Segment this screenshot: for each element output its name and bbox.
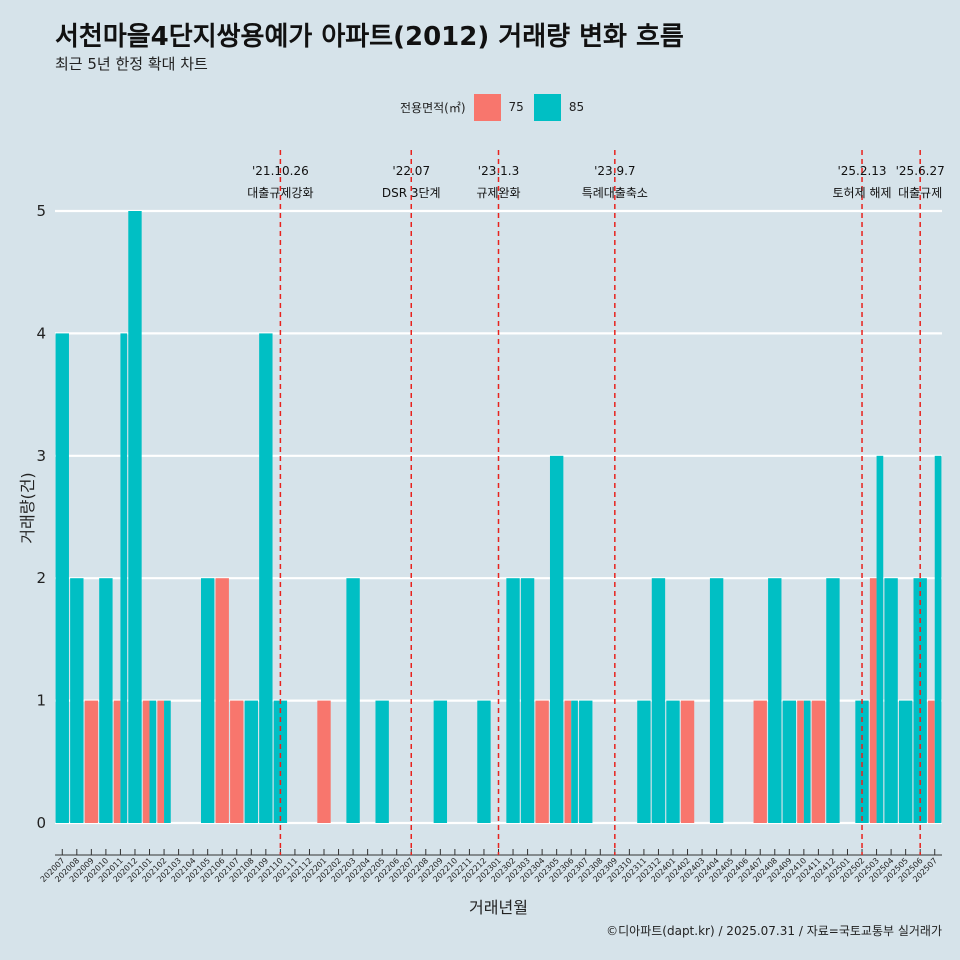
bar-85 (55, 333, 69, 823)
bar-75 (215, 578, 229, 823)
bar-85 (934, 455, 942, 823)
bar-85 (855, 700, 869, 823)
bar-85 (782, 700, 797, 823)
bar-85 (259, 333, 273, 823)
bar-75 (928, 700, 935, 823)
event-label: DSR 3단계 (382, 186, 441, 200)
legend-swatch-85 (533, 93, 561, 121)
bar-75 (317, 700, 331, 823)
bar-85 (477, 700, 491, 823)
bar-85 (876, 455, 884, 823)
bar-85 (803, 700, 811, 823)
source-caption: ©디아파트(dapt.kr) / 2025.07.31 / 자료=국토교통부 실… (606, 924, 942, 938)
bar-85 (826, 578, 840, 823)
bar-75 (84, 700, 99, 823)
bar-85 (70, 578, 84, 823)
bar-85 (120, 333, 128, 823)
legend: 전용면적(㎡) 75 85 (400, 93, 594, 121)
bar-85 (375, 700, 389, 823)
event-label: 규제완화 (476, 186, 520, 200)
bar-75 (157, 700, 165, 823)
bar-85 (571, 700, 578, 823)
x-axis-title: 거래년월 (469, 898, 528, 917)
y-tick-label: 2 (36, 569, 46, 587)
bar-85 (884, 578, 898, 823)
chart-title: 서천마을4단지쌍용예가 아파트(2012) 거래량 변화 흐름 (55, 22, 684, 52)
bar-85 (244, 700, 258, 823)
bar-85 (768, 578, 782, 823)
bar-85 (709, 578, 724, 823)
chart-subtitle: 최근 5년 한정 확대 차트 (55, 55, 208, 73)
bar-75 (753, 700, 767, 823)
legend-title: 전용면적(㎡) (400, 100, 466, 115)
bar-85 (346, 578, 360, 823)
bar-75 (564, 700, 572, 823)
bar-85 (164, 700, 171, 823)
bar-75 (869, 578, 877, 823)
event-date: '23.9.7 (594, 164, 635, 178)
bar-75 (142, 700, 150, 823)
bar-85 (666, 700, 680, 823)
event-date: '25.2.13 (837, 164, 886, 178)
y-tick-label: 0 (36, 814, 46, 832)
legend-swatch-75 (473, 93, 501, 121)
bar-85 (433, 700, 448, 823)
y-tick-label: 3 (36, 447, 46, 465)
y-tick-label: 5 (36, 202, 46, 220)
bar-85 (549, 455, 564, 823)
event-date: '25.6.27 (896, 164, 945, 178)
event-label: 토허제 해제 (833, 186, 892, 200)
bar-85 (637, 700, 651, 823)
bar-85 (149, 700, 157, 823)
event-date: '22.07 (392, 164, 430, 178)
event-date: '23.1.3 (478, 164, 519, 178)
bar-85 (128, 211, 142, 823)
event-label: 대출규제강화 (247, 186, 313, 200)
y-tick-label: 1 (36, 692, 46, 710)
legend-label-75: 75 (508, 100, 524, 114)
bar-85 (520, 578, 535, 823)
event-label: 대출규제 (898, 186, 942, 200)
bar-75 (811, 700, 826, 823)
bar-85 (651, 578, 666, 823)
bar-75 (230, 700, 244, 823)
bar-85 (273, 700, 288, 823)
y-tick-label: 4 (36, 324, 46, 342)
bar-85 (506, 578, 520, 823)
bar-75 (797, 700, 804, 823)
bar-85 (579, 700, 593, 823)
event-date: '21.10.26 (252, 164, 309, 178)
bar-85 (200, 578, 215, 823)
bar-75 (535, 700, 549, 823)
legend-label-85: 85 (568, 100, 585, 114)
bar-85 (898, 700, 913, 823)
bar-85 (99, 578, 113, 823)
bar-75 (680, 700, 695, 823)
event-label: 특례대출축소 (582, 186, 648, 200)
y-axis-title: 거래량(건) (18, 472, 37, 543)
bar-75 (113, 700, 121, 823)
